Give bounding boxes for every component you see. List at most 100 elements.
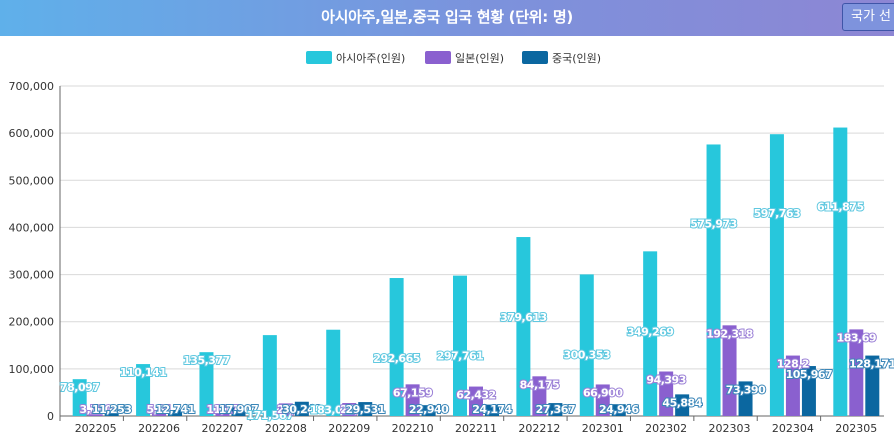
y-tick-label: 200,000 (9, 316, 55, 329)
bar (738, 381, 753, 416)
bar (358, 402, 373, 416)
bar (769, 134, 784, 416)
bar (215, 410, 230, 416)
bar (675, 394, 690, 416)
data-label: 45,884 (662, 396, 702, 409)
legend-swatch (306, 51, 332, 64)
bar (421, 405, 436, 416)
y-tick-label: 600,000 (9, 127, 55, 140)
data-label: 29,531 (346, 403, 385, 416)
bar (611, 404, 626, 416)
legend-label: 아시아주(인원) (336, 52, 405, 65)
data-label: 575,973 (690, 217, 737, 230)
bar (168, 409, 183, 416)
data-label: 292,665 (373, 352, 420, 365)
data-label: 597,763 (754, 207, 801, 220)
data-label: 11,253 (92, 403, 131, 416)
legend-label: 일본(인원) (455, 51, 504, 65)
y-tick-label: 500,000 (9, 174, 55, 187)
data-label: 135,377 (183, 354, 230, 367)
legend-label: 중국(인원) (552, 52, 601, 65)
data-label: 73,390 (726, 383, 766, 396)
data-label: 192,318 (706, 327, 753, 340)
data-label: 94,393 (646, 374, 685, 387)
y-tick-label: 400,000 (9, 221, 55, 234)
data-label: 67,159 (393, 386, 432, 399)
data-label: 27, (340, 403, 358, 416)
bar (722, 325, 737, 416)
data-label: 105,967 (786, 368, 833, 381)
data-label: 3,710 (80, 403, 113, 416)
x-tick-label: 202305 (835, 422, 877, 435)
bar (405, 384, 420, 416)
bar (469, 386, 483, 416)
data-label: 62,432 (456, 389, 495, 402)
bar (453, 275, 467, 416)
x-tick-label: 202206 (138, 422, 180, 435)
data-label: 12,741 (155, 403, 194, 416)
bar (485, 404, 499, 416)
y-tick-label: 0 (47, 410, 54, 423)
x-tick-label: 202304 (772, 422, 814, 435)
bar (278, 403, 293, 416)
bar (849, 329, 864, 416)
bar (88, 414, 103, 416)
bar (532, 376, 547, 416)
data-label: 24,946 (599, 403, 639, 416)
bar (342, 403, 357, 416)
bar (579, 274, 594, 416)
data-label: 171,567 (247, 409, 294, 422)
data-label: 128,2 (777, 358, 809, 371)
data-label: 84,175 (520, 378, 559, 391)
bar (833, 127, 848, 416)
bar (548, 403, 563, 416)
data-label: 379,613 (500, 311, 547, 324)
bar (643, 251, 658, 416)
bar (516, 237, 531, 416)
bar (72, 379, 87, 416)
x-tick-label: 202208 (265, 422, 307, 435)
bar (706, 144, 721, 417)
data-label: 78,097 (60, 381, 99, 394)
x-tick-label: 202301 (582, 422, 624, 435)
y-tick-label: 300,000 (9, 269, 55, 282)
data-label: 183,027 (310, 404, 357, 417)
y-tick-label: 700,000 (9, 80, 55, 93)
bar (104, 410, 119, 416)
data-label: 611,875 (817, 201, 864, 214)
data-label: 300,353 (563, 348, 610, 361)
country-select-button[interactable]: 국가 선 (842, 3, 894, 31)
data-label: 26, (277, 403, 295, 416)
chart-header (0, 0, 894, 36)
bar (801, 366, 816, 416)
data-label: 5,81 (147, 403, 172, 416)
legend-swatch (522, 51, 548, 64)
x-tick-label: 202209 (328, 422, 370, 435)
bar (199, 352, 214, 416)
data-label: 183,69 (837, 331, 876, 344)
legend-swatch (425, 51, 451, 64)
y-tick-label: 100,000 (9, 363, 55, 376)
bar (152, 413, 167, 416)
x-tick-label: 202211 (455, 422, 497, 435)
x-tick-label: 202303 (709, 422, 751, 435)
data-label: 11,17 (206, 403, 238, 416)
data-label: 17,907 (219, 403, 258, 416)
data-label: 128,171 (849, 358, 894, 371)
bar (326, 329, 341, 416)
data-label: 27,367 (536, 403, 575, 416)
x-tick-label: 202302 (645, 422, 687, 435)
bar (595, 384, 610, 416)
bar (231, 407, 246, 416)
data-label: 297,761 (437, 350, 484, 363)
bar (865, 355, 880, 416)
chart-title: 아시아주,일본,중국 입국 현황 (단위: 명) (321, 8, 573, 26)
data-label: 22,940 (409, 403, 449, 416)
data-label: 30,248 (282, 403, 321, 416)
data-label: 24,174 (472, 403, 512, 416)
data-label: 66,900 (583, 386, 623, 399)
x-tick-label: 202205 (75, 422, 117, 435)
bar (785, 355, 800, 416)
bar (136, 364, 151, 416)
